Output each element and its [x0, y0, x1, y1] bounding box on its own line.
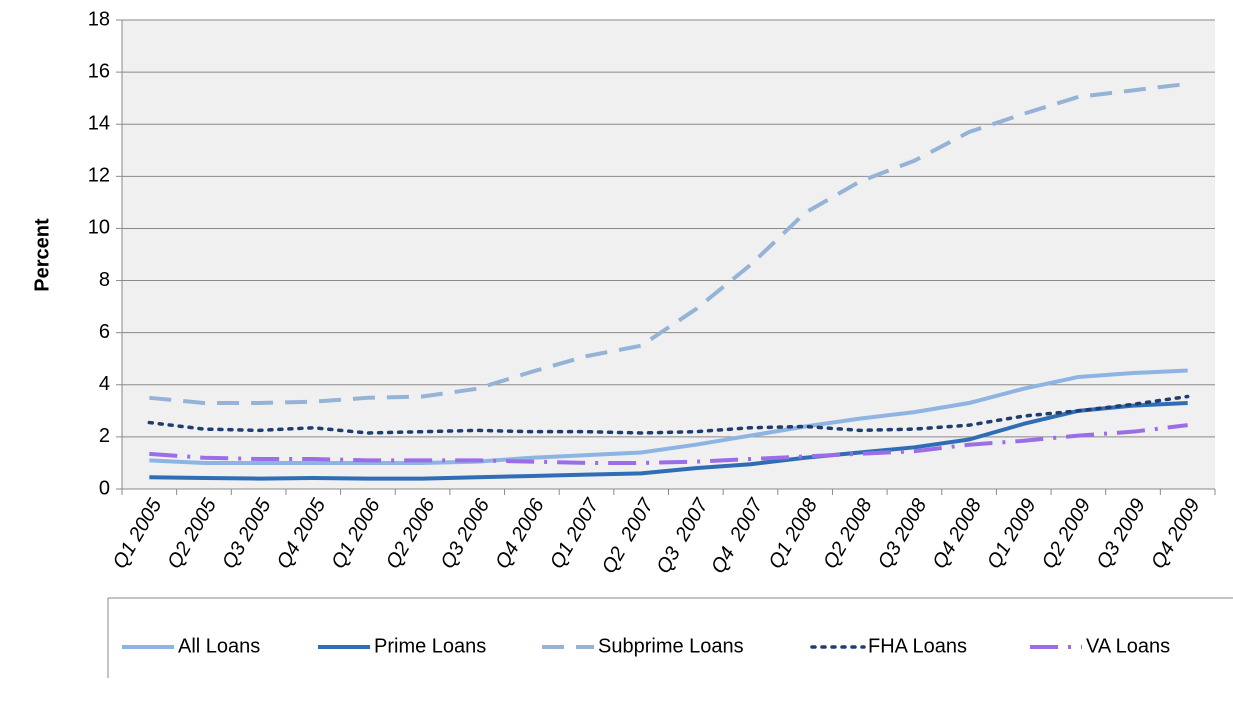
- x-tick-label: Q4 2006: [491, 494, 549, 572]
- x-tick-label: Q2 2008: [819, 495, 876, 572]
- line-series: [149, 423, 1188, 465]
- x-tick-label: Q3 2005: [218, 494, 276, 572]
- x-tick-label: Q2 2005: [163, 494, 221, 572]
- y-tick-label: 0: [99, 477, 110, 499]
- legend-label: Prime Loans: [374, 635, 486, 657]
- line-series: [147, 394, 1190, 435]
- x-tick-label: Q1 2008: [765, 495, 822, 572]
- legend-label: VA Loans: [1086, 635, 1170, 657]
- x-tick-label: Q3 2006: [437, 494, 495, 572]
- y-tick-label: 8: [99, 269, 110, 291]
- legend-label: FHA Loans: [868, 635, 967, 657]
- y-tick-label: 14: [88, 113, 110, 135]
- x-tick-label: Q4 2005: [273, 494, 331, 572]
- legend-label: All Loans: [178, 635, 260, 657]
- y-tick-label: 12: [88, 165, 110, 187]
- x-tick-label: Q4 2009: [1147, 495, 1204, 572]
- y-tick-label: 10: [88, 217, 110, 239]
- x-tick-label: Q1 2006: [327, 494, 385, 572]
- y-tick-label: 18: [88, 8, 110, 30]
- y-axis-label: Percent: [31, 218, 53, 292]
- line-series: [149, 368, 1188, 465]
- x-tick-label: Q2 2006: [382, 494, 440, 572]
- plot-area: [122, 20, 1215, 489]
- x-tick-label: Q1 2009: [983, 495, 1040, 572]
- y-tick-label: 16: [88, 60, 110, 82]
- y-tick-label: 4: [99, 373, 110, 395]
- x-tick-label: Q1 2007: [546, 494, 604, 572]
- y-tick-label: 2: [99, 425, 110, 447]
- line-series: [149, 401, 1188, 481]
- y-tick-label: 6: [99, 321, 110, 343]
- x-tick-label: Q4 2008: [929, 495, 986, 572]
- x-tick-label: Q3 2008: [874, 495, 931, 572]
- line-series: [149, 81, 1188, 406]
- legend-label: Subprime Loans: [598, 635, 744, 657]
- x-tick-label: Q3 2009: [1093, 495, 1150, 572]
- x-tick-label: Q1 2005: [109, 494, 167, 572]
- x-tick-label: Q2 2007: [598, 494, 659, 577]
- x-tick-label: Q4 2007: [707, 494, 768, 577]
- x-tick-label: Q3 2007: [653, 494, 714, 577]
- x-tick-label: Q2 2009: [1038, 495, 1095, 572]
